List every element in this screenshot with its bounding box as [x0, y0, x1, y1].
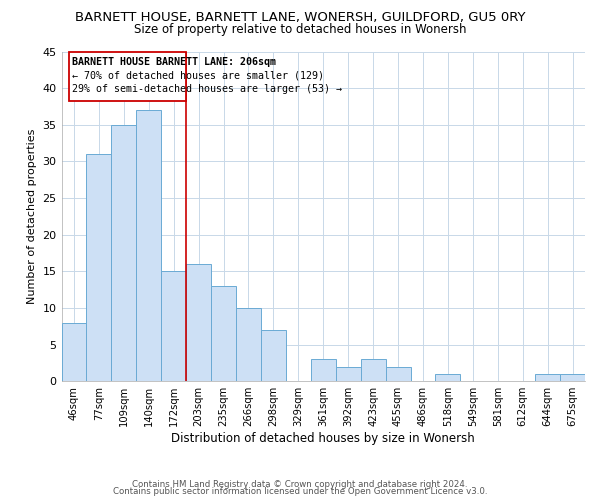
Bar — [386, 366, 410, 381]
Text: Contains public sector information licensed under the Open Government Licence v3: Contains public sector information licen… — [113, 488, 487, 496]
Bar — [211, 286, 236, 381]
Bar — [261, 330, 286, 381]
Bar — [336, 366, 361, 381]
Bar — [186, 264, 211, 381]
Text: 29% of semi-detached houses are larger (53) →: 29% of semi-detached houses are larger (… — [72, 84, 342, 94]
FancyBboxPatch shape — [69, 52, 186, 102]
Text: Size of property relative to detached houses in Wonersh: Size of property relative to detached ho… — [134, 22, 466, 36]
Bar — [560, 374, 585, 381]
Bar — [112, 125, 136, 381]
Bar — [436, 374, 460, 381]
Bar — [136, 110, 161, 381]
Text: ← 70% of detached houses are smaller (129): ← 70% of detached houses are smaller (12… — [72, 70, 324, 81]
Bar — [311, 359, 336, 381]
Bar — [62, 322, 86, 381]
Bar — [161, 272, 186, 381]
Text: Contains HM Land Registry data © Crown copyright and database right 2024.: Contains HM Land Registry data © Crown c… — [132, 480, 468, 489]
Bar — [535, 374, 560, 381]
Bar — [86, 154, 112, 381]
X-axis label: Distribution of detached houses by size in Wonersh: Distribution of detached houses by size … — [172, 432, 475, 445]
Text: BARNETT HOUSE BARNETT LANE: 206sqm: BARNETT HOUSE BARNETT LANE: 206sqm — [72, 58, 276, 68]
Bar — [236, 308, 261, 381]
Bar — [361, 359, 386, 381]
Text: BARNETT HOUSE, BARNETT LANE, WONERSH, GUILDFORD, GU5 0RY: BARNETT HOUSE, BARNETT LANE, WONERSH, GU… — [75, 11, 525, 24]
Y-axis label: Number of detached properties: Number of detached properties — [27, 128, 37, 304]
